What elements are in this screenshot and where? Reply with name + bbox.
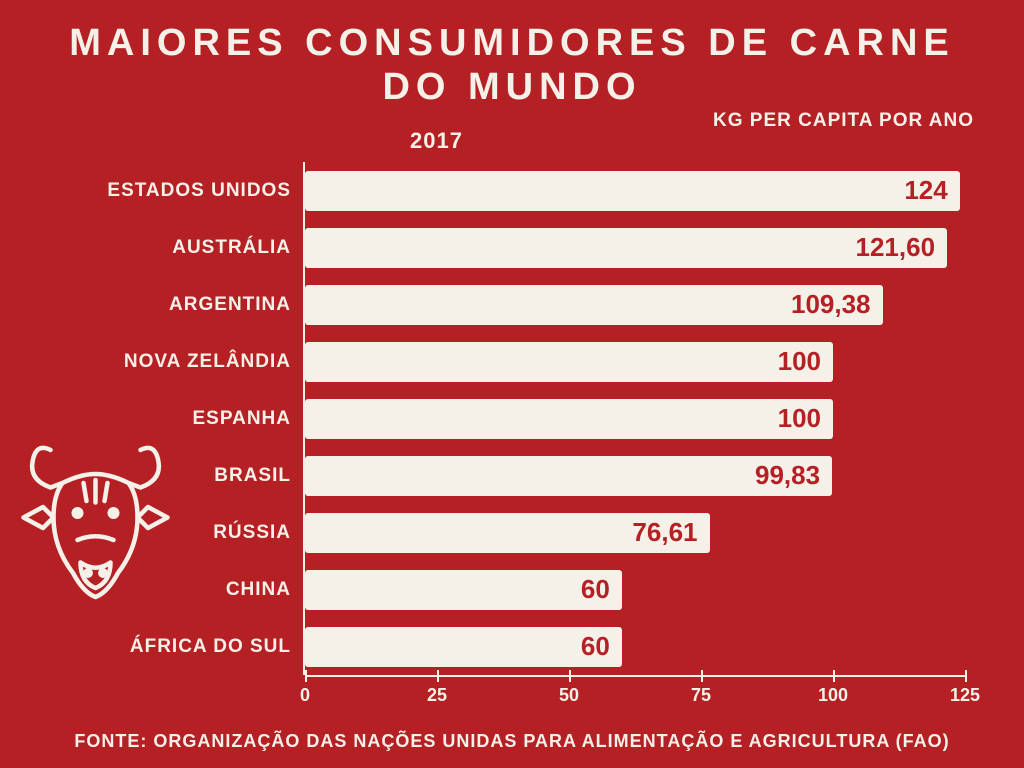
bar-area: 60: [305, 561, 965, 618]
title-line-1: MAIORES CONSUMIDORES DE CARNE: [69, 22, 955, 64]
bar-row: NOVA ZELÂNDIA 100: [0, 333, 1024, 390]
bar: 100: [305, 399, 833, 439]
bar-area: 99,83: [305, 447, 965, 504]
year-label: 2017: [410, 128, 463, 154]
country-label: ÁFRICA DO SUL: [0, 636, 305, 658]
axis-tick: [569, 670, 571, 682]
bar-area: 60: [305, 618, 965, 675]
bar-value: 109,38: [791, 289, 871, 320]
bar-row: ESTADOS UNIDOS 124: [0, 162, 1024, 219]
axis-tick: [701, 670, 703, 682]
bar: 60: [305, 627, 622, 667]
bar: 99,83: [305, 456, 832, 496]
country-label: AUSTRÁLIA: [0, 237, 305, 259]
bar: 76,61: [305, 513, 710, 553]
bar: 124: [305, 171, 960, 211]
country-label: NOVA ZELÂNDIA: [0, 351, 305, 373]
bull-icon: [18, 435, 173, 615]
bar: 60: [305, 570, 622, 610]
axis-tick-label: 75: [691, 685, 711, 706]
axis-tick-label: 0: [300, 685, 310, 706]
country-label: ARGENTINA: [0, 294, 305, 316]
unit-label: KG PER CAPITA POR ANO: [713, 110, 974, 132]
country-label: ESTADOS UNIDOS: [0, 180, 305, 202]
axis-tick: [965, 670, 967, 682]
bar-value: 124: [904, 175, 947, 206]
bar-area: 100: [305, 390, 965, 447]
bar-value: 121,60: [856, 232, 936, 263]
bar: 109,38: [305, 285, 883, 325]
axis-tick-label: 50: [559, 685, 579, 706]
axis-tick: [305, 670, 307, 682]
bar-value: 76,61: [632, 517, 697, 548]
title-line-2: DO MUNDO: [382, 66, 641, 108]
axis-tick-label: 100: [818, 685, 848, 706]
bar-value: 60: [581, 631, 610, 662]
bar-value: 99,83: [755, 460, 820, 491]
bar-row: ARGENTINA 109,38: [0, 276, 1024, 333]
bar-area: 124: [305, 162, 965, 219]
page-title: MAIORES CONSUMIDORES DE CARNE DO MUNDO: [0, 0, 1024, 109]
bar-row: ÁFRICA DO SUL 60: [0, 618, 1024, 675]
bar-value: 100: [778, 403, 821, 434]
bar: 100: [305, 342, 833, 382]
bar-value: 100: [778, 346, 821, 377]
source-label: FONTE: ORGANIZAÇÃO DAS NAÇÕES UNIDAS PAR…: [0, 731, 1024, 752]
bar-area: 76,61: [305, 504, 965, 561]
axis-tick-label: 25: [427, 685, 447, 706]
axis-tick: [833, 670, 835, 682]
axis-tick-label: 125: [950, 685, 980, 706]
country-label: ESPANHA: [0, 408, 305, 430]
axis-tick: [437, 670, 439, 682]
bar-row: AUSTRÁLIA 121,60: [0, 219, 1024, 276]
bar-area: 121,60: [305, 219, 965, 276]
bar-value: 60: [581, 574, 610, 605]
bar: 121,60: [305, 228, 947, 268]
bar-area: 109,38: [305, 276, 965, 333]
x-axis: 0255075100125: [305, 675, 965, 699]
bar-area: 100: [305, 333, 965, 390]
